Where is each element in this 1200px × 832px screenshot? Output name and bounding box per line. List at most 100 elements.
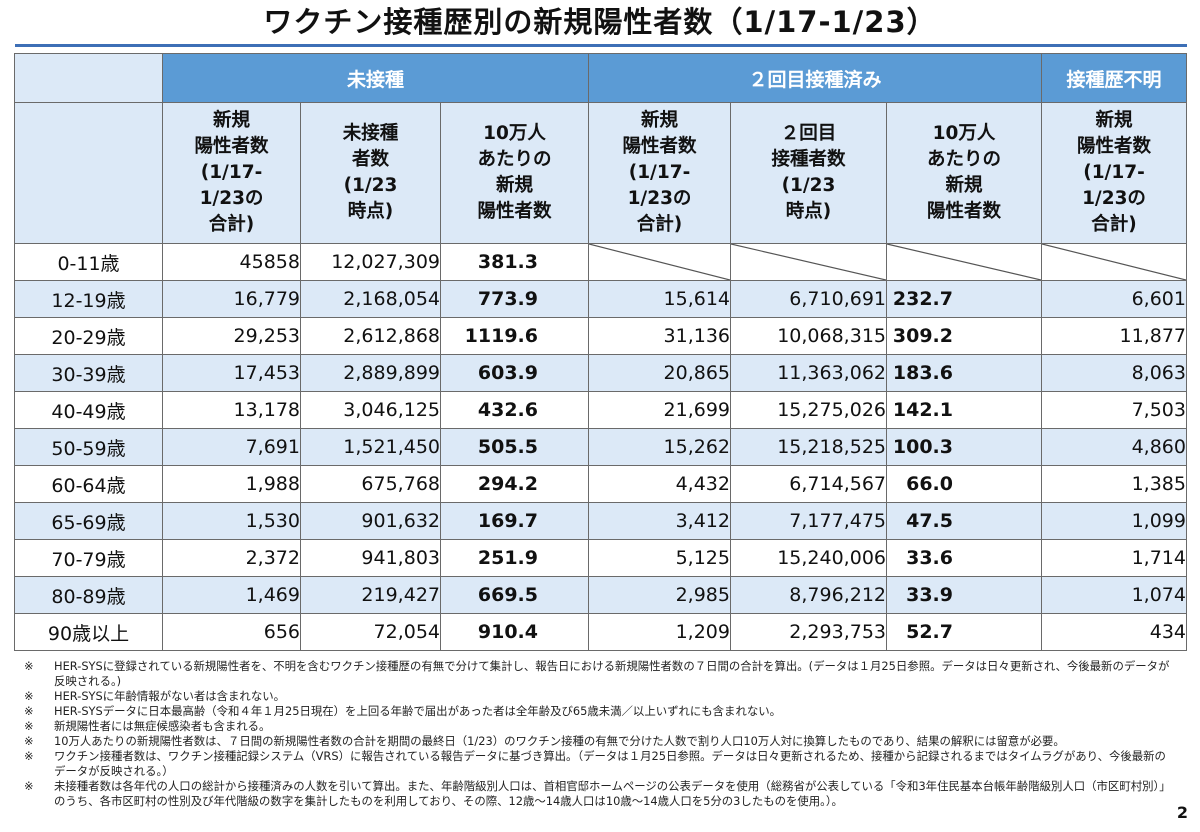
unknown-new-cell: 1,099 — [1041, 502, 1187, 540]
diagonal-slash — [887, 244, 1041, 280]
group-header-unvaccinated: 未接種 — [162, 53, 589, 103]
age-cell: 30-39歳 — [14, 354, 163, 392]
second-dose-new-cell: 1,209 — [588, 613, 731, 651]
table-row: 30-39歳 17,453 2,889,899 603.9 20,865 11,… — [14, 354, 1187, 392]
col-header-second-dose-new-cases: 新規 陽性者数 (1/17- 1/23の 合計) — [588, 102, 731, 244]
not-applicable-cell — [730, 243, 887, 281]
group-header-second-dose: ２回目接種済み — [588, 53, 1042, 103]
second-dose-new-cell: 31,136 — [588, 317, 731, 355]
note-text: 新規陽性者には無症候感染者も含まれる。 — [54, 719, 271, 733]
footnote: ※ HER-SYSに登録されている新規陽性者を、不明を含むワクチン接種歴の有無で分… — [24, 659, 1172, 689]
unknown-new-cell: 1,385 — [1041, 465, 1187, 503]
age-cell: 70-79歳 — [14, 539, 163, 577]
unvaccinated-pop-cell: 3,046,125 — [300, 391, 441, 429]
second-dose-rate-cell: 183.6 — [886, 354, 1042, 392]
unvaccinated-new-cell: 17,453 — [162, 354, 301, 392]
second-dose-new-cell: 3,412 — [588, 502, 731, 540]
unvaccinated-new-cell: 45858 — [162, 243, 301, 281]
unvaccinated-new-cell: 1,988 — [162, 465, 301, 503]
note-mark: ※ — [24, 689, 34, 703]
col-header-second-dose-rate: 10万人 あたりの 新規 陽性者数 — [886, 102, 1042, 244]
second-dose-rate-cell: 142.1 — [886, 391, 1042, 429]
unvaccinated-pop-cell: 1,521,450 — [300, 428, 441, 466]
note-mark: ※ — [24, 779, 34, 793]
diagonal-slash — [589, 244, 730, 280]
age-cell: 0-11歳 — [14, 243, 163, 281]
unvaccinated-new-cell: 16,779 — [162, 280, 301, 318]
unvaccinated-rate-cell: 169.7 — [440, 502, 589, 540]
col-header-unvaccinated-new-cases: 新規 陽性者数 (1/17- 1/23の 合計) — [162, 102, 301, 244]
unknown-new-cell: 7,503 — [1041, 391, 1187, 429]
footnote: ※ 10万人あたりの新規陽性者数は、７日間の新規陽性者数の合計を期間の最終日（1/… — [24, 734, 1172, 749]
unknown-new-cell: 1,074 — [1041, 576, 1187, 614]
table-row: 90歳以上 656 72,054 910.4 1,209 2,293,753 5… — [14, 613, 1187, 651]
vaccination-table: 未接種 ２回目接種済み 接種歴不明 新規 陽性者数 (1/17- 1/23の 合… — [14, 53, 1187, 651]
second-dose-pop-cell: 8,796,212 — [730, 576, 887, 614]
second-dose-pop-cell: 7,177,475 — [730, 502, 887, 540]
table-row: 12-19歳 16,779 2,168,054 773.9 15,614 6,7… — [14, 280, 1187, 318]
footnote: ※ HER-SYSに年齢情報がない者は含まれない。 — [24, 689, 1172, 704]
header-age-blank — [14, 102, 163, 244]
second-dose-pop-cell: 2,293,753 — [730, 613, 887, 651]
age-cell: 20-29歳 — [14, 317, 163, 355]
col-header-second-dose-population: ２回目 接種者数 (1/23 時点) — [730, 102, 887, 244]
unknown-new-cell: 11,877 — [1041, 317, 1187, 355]
table-row: 80-89歳 1,469 219,427 669.5 2,985 8,796,2… — [14, 576, 1187, 614]
table-row: 40-49歳 13,178 3,046,125 432.6 21,699 15,… — [14, 391, 1187, 429]
age-cell: 80-89歳 — [14, 576, 163, 614]
second-dose-pop-cell: 15,275,026 — [730, 391, 887, 429]
second-dose-pop-cell: 15,240,006 — [730, 539, 887, 577]
note-mark: ※ — [24, 704, 34, 718]
second-dose-new-cell: 2,985 — [588, 576, 731, 614]
unvaccinated-pop-cell: 2,612,868 — [300, 317, 441, 355]
second-dose-pop-cell: 6,710,691 — [730, 280, 887, 318]
footnote: ※ 未接種者数は各年代の人口の総計から接種済みの人数を引いて算出。また、年齢階級別… — [24, 779, 1172, 809]
unvaccinated-new-cell: 1,530 — [162, 502, 301, 540]
table-row: 0-11歳 45858 12,027,309 381.3 — [14, 243, 1187, 281]
note-mark: ※ — [24, 749, 34, 763]
unvaccinated-rate-cell: 669.5 — [440, 576, 589, 614]
note-mark: ※ — [24, 659, 34, 673]
second-dose-rate-cell: 33.6 — [886, 539, 1042, 577]
unvaccinated-pop-cell: 2,889,899 — [300, 354, 441, 392]
note-text: HER-SYSに登録されている新規陽性者を、不明を含むワクチン接種歴の有無で分け… — [54, 659, 1170, 688]
title-underline — [15, 44, 1187, 47]
second-dose-rate-cell: 232.7 — [886, 280, 1042, 318]
second-dose-new-cell: 20,865 — [588, 354, 731, 392]
table-row: 70-79歳 2,372 941,803 251.9 5,125 15,240,… — [14, 539, 1187, 577]
note-mark: ※ — [24, 734, 34, 748]
second-dose-new-cell: 15,262 — [588, 428, 731, 466]
unknown-new-cell: 1,714 — [1041, 539, 1187, 577]
note-text: 未接種者数は各年代の人口の総計から接種済みの人数を引いて算出。また、年齢階級別人… — [54, 779, 1171, 808]
col-header-unvaccinated-rate: 10万人 あたりの 新規 陽性者数 — [440, 102, 589, 244]
not-applicable-cell — [1041, 243, 1187, 281]
age-cell: 90歳以上 — [14, 613, 163, 651]
col-header-unknown-new-cases: 新規 陽性者数 (1/17- 1/23の 合計) — [1041, 102, 1187, 244]
table-row: 20-29歳 29,253 2,612,868 1119.6 31,136 10… — [14, 317, 1187, 355]
age-cell: 50-59歳 — [14, 428, 163, 466]
unknown-new-cell: 6,601 — [1041, 280, 1187, 318]
diagonal-slash — [1042, 244, 1186, 280]
unvaccinated-pop-cell: 941,803 — [300, 539, 441, 577]
note-text: 10万人あたりの新規陽性者数は、７日間の新規陽性者数の合計を期間の最終日（1/2… — [54, 734, 1065, 748]
footnote: ※ HER-SYSデータに日本最高齢（令和４年１月25日現在）を上回る年齢で届出が… — [24, 704, 1172, 719]
unvaccinated-new-cell: 1,469 — [162, 576, 301, 614]
second-dose-pop-cell: 11,363,062 — [730, 354, 887, 392]
unvaccinated-rate-cell: 294.2 — [440, 465, 589, 503]
unvaccinated-rate-cell: 603.9 — [440, 354, 589, 392]
second-dose-rate-cell: 309.2 — [886, 317, 1042, 355]
second-dose-new-cell: 5,125 — [588, 539, 731, 577]
unvaccinated-rate-cell: 432.6 — [440, 391, 589, 429]
unvaccinated-rate-cell: 381.3 — [440, 243, 589, 281]
unvaccinated-rate-cell: 505.5 — [440, 428, 589, 466]
header-corner — [14, 53, 163, 103]
not-applicable-cell — [588, 243, 731, 281]
age-cell: 40-49歳 — [14, 391, 163, 429]
unvaccinated-rate-cell: 773.9 — [440, 280, 589, 318]
unvaccinated-pop-cell: 2,168,054 — [300, 280, 441, 318]
age-cell: 60-64歳 — [14, 465, 163, 503]
age-cell: 65-69歳 — [14, 502, 163, 540]
table-row: 60-64歳 1,988 675,768 294.2 4,432 6,714,5… — [14, 465, 1187, 503]
col-header-unvaccinated-population: 未接種 者数 (1/23 時点) — [300, 102, 441, 244]
unknown-new-cell: 4,860 — [1041, 428, 1187, 466]
